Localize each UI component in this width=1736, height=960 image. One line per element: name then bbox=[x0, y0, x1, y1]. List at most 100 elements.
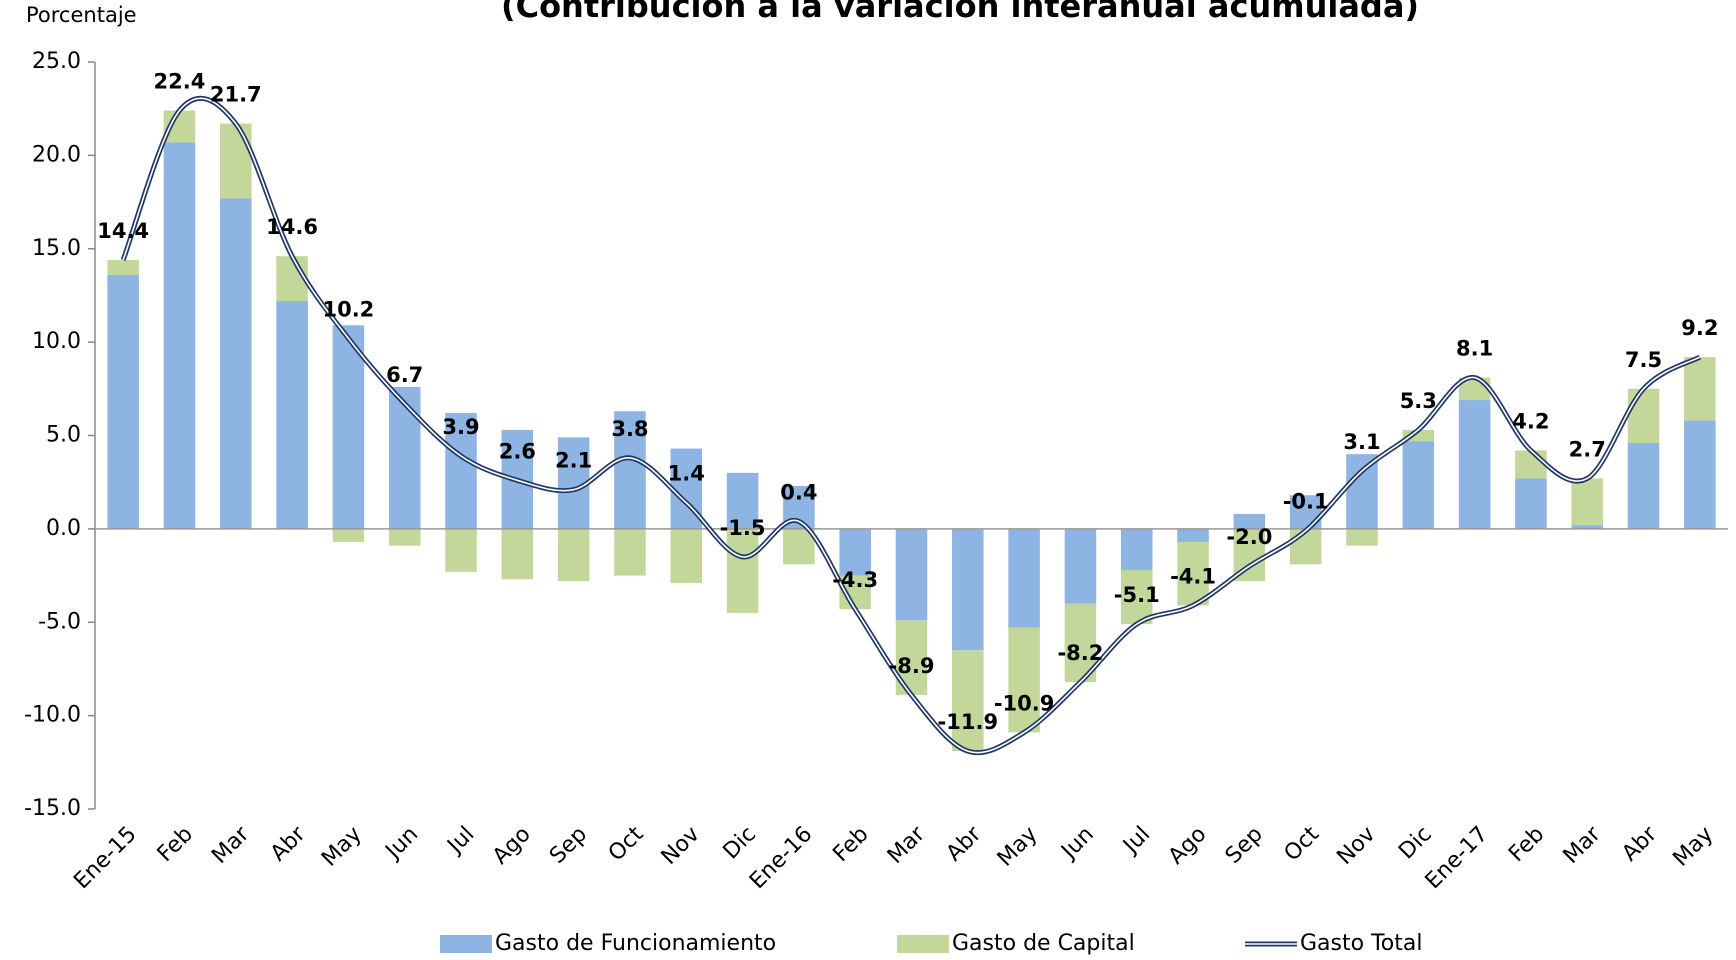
bar-segment bbox=[726, 528, 759, 613]
x-tick-label: Sep bbox=[1221, 822, 1268, 869]
bar-segment bbox=[1571, 478, 1603, 526]
x-tick-label: Ene-16 bbox=[745, 822, 817, 894]
bar-segment bbox=[445, 528, 477, 572]
x-tick-label: Oct bbox=[604, 822, 649, 867]
legend-swatch bbox=[440, 935, 492, 953]
bar-segment bbox=[1627, 442, 1660, 529]
bar-segment bbox=[163, 142, 196, 529]
data-label: 22.4 bbox=[154, 70, 206, 94]
data-label: 10.2 bbox=[322, 297, 374, 321]
bar-segment bbox=[726, 472, 759, 529]
bar-segment bbox=[1120, 569, 1153, 625]
x-tick-label: Ene-17 bbox=[1421, 822, 1493, 894]
y-tick-label: -5.0 bbox=[38, 609, 81, 634]
x-tick-label: Nov bbox=[657, 822, 705, 870]
y-tick-label: -10.0 bbox=[24, 703, 81, 728]
line-core bbox=[122, 97, 1701, 754]
legend-label: Gasto de Funcionamiento bbox=[495, 931, 776, 956]
bar-segment bbox=[1458, 400, 1491, 529]
y-tick-label: 10.0 bbox=[32, 329, 81, 354]
data-label: -0.1 bbox=[1283, 490, 1329, 514]
bar-segment bbox=[1177, 528, 1209, 542]
legend-label: Gasto de Capital bbox=[952, 931, 1135, 956]
x-tick-label: May bbox=[317, 822, 367, 872]
bar-segment bbox=[107, 274, 139, 529]
bar-segment bbox=[501, 528, 534, 580]
bar-segment bbox=[783, 528, 815, 565]
x-tick-label: Jun bbox=[380, 822, 423, 865]
x-tick-label: Ago bbox=[488, 822, 536, 870]
data-label: -10.9 bbox=[994, 691, 1055, 715]
data-label: 21.7 bbox=[210, 83, 262, 107]
bar-segment bbox=[220, 123, 252, 199]
x-tick-label: Mar bbox=[883, 821, 931, 869]
data-label: 0.4 bbox=[780, 480, 817, 504]
data-label: 14.4 bbox=[97, 219, 149, 243]
y-tick-label: 15.0 bbox=[32, 236, 81, 261]
x-tick-label: Jul bbox=[1117, 822, 1155, 860]
data-label: 8.1 bbox=[1456, 337, 1493, 361]
x-tick-label: May bbox=[1668, 822, 1718, 872]
bar-segment bbox=[952, 528, 984, 651]
bar-segment bbox=[557, 528, 590, 582]
y-tick-label: 25.0 bbox=[32, 49, 81, 74]
bar-segment bbox=[1515, 450, 1547, 479]
x-tick-label: Abr bbox=[266, 821, 311, 866]
data-label: 9.2 bbox=[1681, 316, 1718, 340]
y-tick-label: 20.0 bbox=[32, 142, 81, 167]
data-label: 14.6 bbox=[266, 215, 318, 239]
data-label: 5.3 bbox=[1400, 389, 1437, 413]
data-label: 2.1 bbox=[555, 449, 592, 473]
bar-segment bbox=[332, 528, 365, 542]
data-label: -4.3 bbox=[832, 568, 878, 592]
bar-segment bbox=[1008, 627, 1040, 733]
bar-segment bbox=[276, 301, 308, 529]
x-tick-label: Oct bbox=[1280, 822, 1325, 867]
data-label: 2.6 bbox=[499, 439, 536, 463]
bar-segment bbox=[1233, 513, 1266, 529]
data-label: -4.1 bbox=[1170, 564, 1216, 588]
x-tick-label: Dic bbox=[1394, 822, 1437, 865]
data-label: 6.7 bbox=[386, 363, 423, 387]
data-label: 1.4 bbox=[668, 462, 705, 486]
y-tick-label: 5.0 bbox=[46, 423, 81, 448]
bar-segment bbox=[1177, 541, 1209, 606]
bar-segment bbox=[614, 528, 646, 576]
x-tick-label: Dic bbox=[719, 822, 762, 865]
bar-segment bbox=[1120, 528, 1153, 570]
chart-title: (Contribución a la variación interanual … bbox=[501, 0, 1419, 25]
data-label: -8.9 bbox=[889, 654, 935, 678]
bar-segment bbox=[388, 528, 421, 546]
bar-segment bbox=[1684, 420, 1716, 529]
y-tick-label: 0.0 bbox=[46, 516, 81, 541]
bar-segment bbox=[107, 259, 139, 275]
x-tick-label: Mar bbox=[1559, 821, 1607, 869]
data-label: -8.2 bbox=[1057, 641, 1103, 665]
x-tick-label: Ago bbox=[1164, 822, 1212, 870]
data-label: 7.5 bbox=[1625, 348, 1662, 372]
data-label: -2.0 bbox=[1226, 525, 1272, 549]
bar-segment bbox=[1064, 528, 1097, 604]
bar-segment bbox=[1402, 429, 1435, 442]
bar-segment bbox=[670, 528, 703, 584]
data-label: -11.9 bbox=[938, 710, 999, 734]
x-tick-label: Mar bbox=[207, 821, 255, 869]
data-label: -1.5 bbox=[720, 516, 766, 540]
data-label: 3.8 bbox=[611, 417, 648, 441]
bar-segment bbox=[1571, 525, 1603, 529]
data-label: 3.9 bbox=[442, 415, 479, 439]
x-tick-label: Nov bbox=[1332, 822, 1380, 870]
bar-segment bbox=[614, 411, 646, 529]
x-tick-label: Jul bbox=[442, 822, 480, 860]
data-label: 2.7 bbox=[1569, 437, 1606, 461]
bar-segment bbox=[1346, 528, 1378, 546]
legend-swatch bbox=[897, 935, 949, 953]
x-tick-label: Abr bbox=[1617, 821, 1662, 866]
data-label: 3.1 bbox=[1343, 430, 1380, 454]
x-tick-label: Feb bbox=[153, 822, 198, 867]
bar-segment bbox=[332, 325, 365, 529]
x-tick-label: Ene-15 bbox=[69, 822, 141, 894]
data-label: 4.2 bbox=[1512, 409, 1549, 433]
bar-segment bbox=[895, 528, 928, 621]
